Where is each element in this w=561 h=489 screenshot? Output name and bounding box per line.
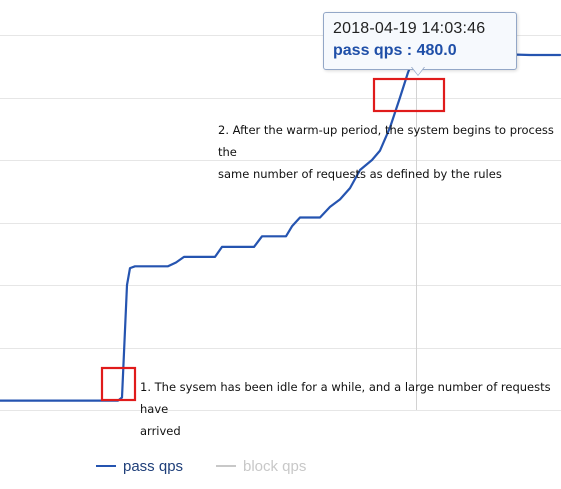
annotation-warmup-line-1: 2. After the warm-up period, the system … [218, 123, 554, 159]
annotation-idle: 1. The sysem has been idle for a while, … [140, 376, 555, 442]
tooltip-series-value: pass qps : 480.0 [333, 42, 457, 59]
tooltip-pointer-fill [412, 67, 424, 75]
legend-item-block-qps[interactable]: block qps [216, 456, 306, 476]
annotation-warmup: 2. After the warm-up period, the system … [218, 119, 558, 185]
legend-label-pass-qps: pass qps [123, 457, 184, 475]
legend-swatch-pass-qps [96, 465, 116, 467]
legend-label-block-qps: block qps [243, 457, 307, 475]
highlight-box-idle [100, 366, 137, 402]
highlight-box-warmup [372, 77, 446, 113]
legend-swatch-block-qps [216, 465, 236, 467]
annotation-warmup-line-2: same number of requests as defined by th… [218, 167, 502, 181]
legend-item-pass-qps[interactable]: pass qps [96, 456, 183, 476]
tooltip: 2018-04-19 14:03:46 pass qps : 480.0 [323, 12, 517, 70]
tooltip-time: 2018-04-19 14:03:46 [333, 20, 486, 37]
annotation-idle-line-1: 1. The sysem has been idle for a while, … [140, 380, 551, 416]
annotation-idle-line-2: arrived [140, 424, 181, 438]
